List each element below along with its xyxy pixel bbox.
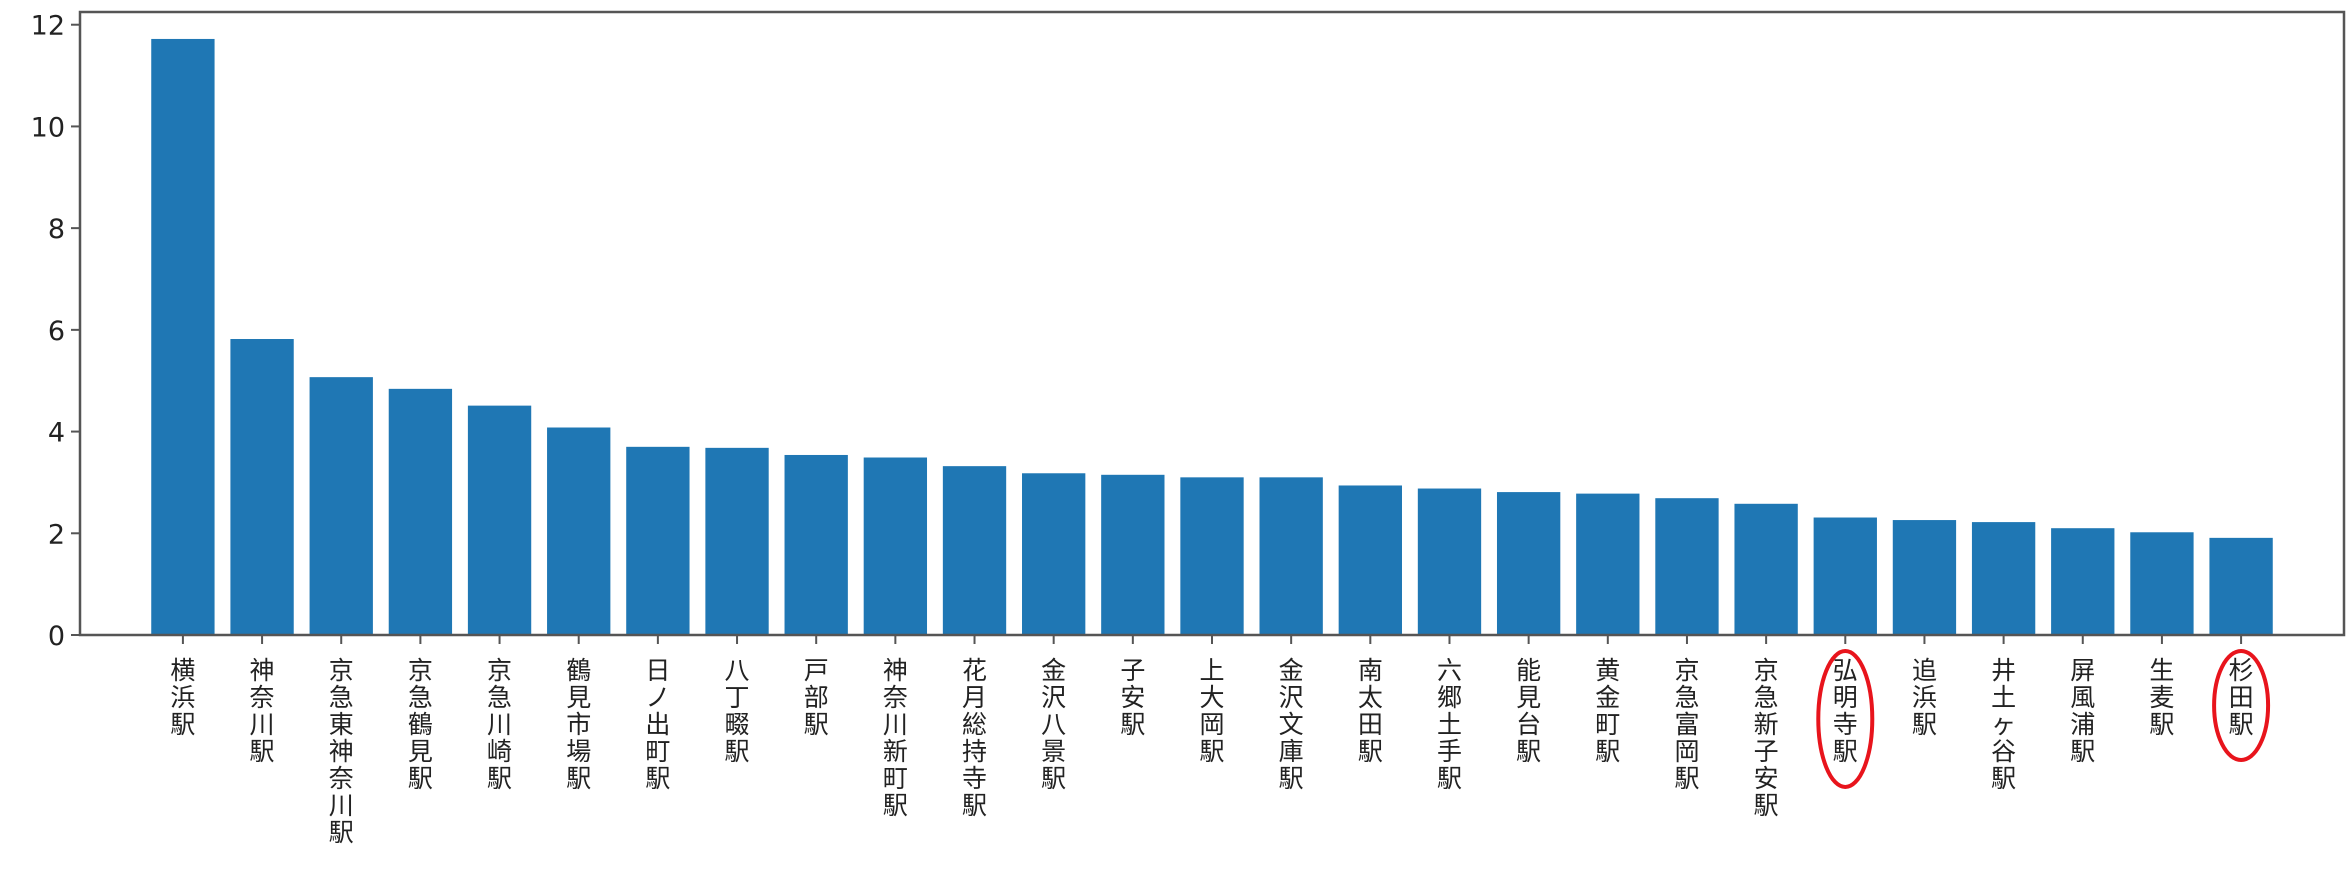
x-tick-label-7: 八丁畷駅 [725, 656, 750, 766]
x-tick-label-15: 南太田駅 [1358, 656, 1383, 766]
x-tick-label-24: 屏風浦駅 [2070, 656, 2095, 766]
bar-0 [151, 38, 215, 635]
y-tick-label-10: 10 [31, 112, 65, 143]
x-tick-label-9: 神奈川新町駅 [883, 656, 908, 820]
y-tick-label-2: 2 [48, 519, 65, 550]
bar-18 [1576, 493, 1640, 635]
x-tick-label-13: 上大岡駅 [1199, 656, 1224, 766]
x-tick-label-2: 京急東神奈川駅 [329, 656, 354, 847]
x-tick-label-0: 横浜駅 [170, 656, 195, 739]
bar-23 [1971, 522, 2036, 635]
x-tick-label-22: 追浜駅 [1912, 656, 1937, 739]
x-tick-label-10: 花月総持寺駅 [962, 656, 987, 820]
bar-6 [626, 446, 690, 635]
bar-25 [2130, 532, 2194, 635]
bar-19 [1655, 498, 1719, 635]
y-tick-label-12: 12 [31, 11, 65, 42]
bar-1 [230, 339, 294, 635]
bar-24 [2051, 528, 2115, 635]
x-tick-label-6: 日ノ出町駅 [645, 656, 670, 793]
bar-12 [1101, 474, 1165, 635]
x-tick-label-17: 能見台駅 [1516, 656, 1541, 766]
bar-17 [1496, 492, 1561, 635]
x-tick-label-12: 子安駅 [1120, 656, 1145, 739]
x-tick-label-25: 生麦駅 [2149, 656, 2174, 739]
x-tick-label-1: 神奈川駅 [250, 656, 275, 766]
x-tick-label-19: 京急富岡駅 [1674, 656, 1699, 793]
bar-11 [1022, 473, 1086, 635]
bar-14 [1259, 477, 1323, 635]
x-tick-label-18: 黄金町駅 [1595, 656, 1620, 766]
x-tick-label-14: 金沢文庫駅 [1279, 656, 1304, 793]
bar-15 [1338, 485, 1402, 635]
bars-layer [151, 38, 2273, 635]
bar-20 [1734, 503, 1798, 635]
highlight-ellipse-21 [1816, 649, 1875, 789]
bar-21 [1813, 517, 1877, 635]
y-tick-label-4: 4 [48, 418, 65, 449]
x-tick-label-21: 弘明寺駅 [1833, 656, 1858, 766]
x-axis-labels: 横浜駅 神奈川駅 京急東神奈川駅 京急鶴見駅 京急川崎駅 鶴見市場駅 日ノ出町駅 八丁畷駅 戸部… [170, 635, 2254, 847]
bar-10 [942, 466, 1007, 635]
x-tick-label-16: 六郷土手駅 [1437, 656, 1462, 793]
x-tick-label-20: 京急新子安駅 [1754, 656, 1779, 820]
bar-16 [1417, 488, 1482, 635]
x-tick-label-23: 井土ヶ谷駅 [1991, 656, 2016, 793]
y-tick-label-8: 8 [48, 214, 65, 245]
highlight-ellipse-26 [2212, 649, 2271, 762]
bar-22 [1892, 520, 1957, 635]
x-tick-label-11: 金沢八景駅 [1041, 656, 1066, 793]
bar-8 [784, 454, 848, 635]
x-tick-label-8: 戸部駅 [804, 656, 829, 739]
bar-5 [547, 427, 611, 635]
x-tick-label-3: 京急鶴見駅 [408, 656, 433, 793]
bar-9 [863, 457, 928, 635]
y-tick-label-6: 6 [48, 316, 65, 347]
y-axis-ticks: 0 2 4 6 8 10 12 [31, 11, 80, 652]
bar-2 [309, 377, 373, 635]
x-tick-label-4: 京急川崎駅 [487, 656, 512, 793]
bar-4 [467, 405, 532, 635]
bar-3 [388, 388, 453, 635]
y-tick-label-0: 0 [48, 621, 65, 652]
highlight-annotations [1816, 649, 2271, 789]
x-tick-label-5: 鶴見市場駅 [566, 656, 591, 793]
x-tick-label-26: 杉田駅 [2229, 656, 2254, 739]
bar-7 [705, 447, 769, 635]
bar-13 [1180, 477, 1244, 635]
bar-26 [2209, 537, 2273, 635]
